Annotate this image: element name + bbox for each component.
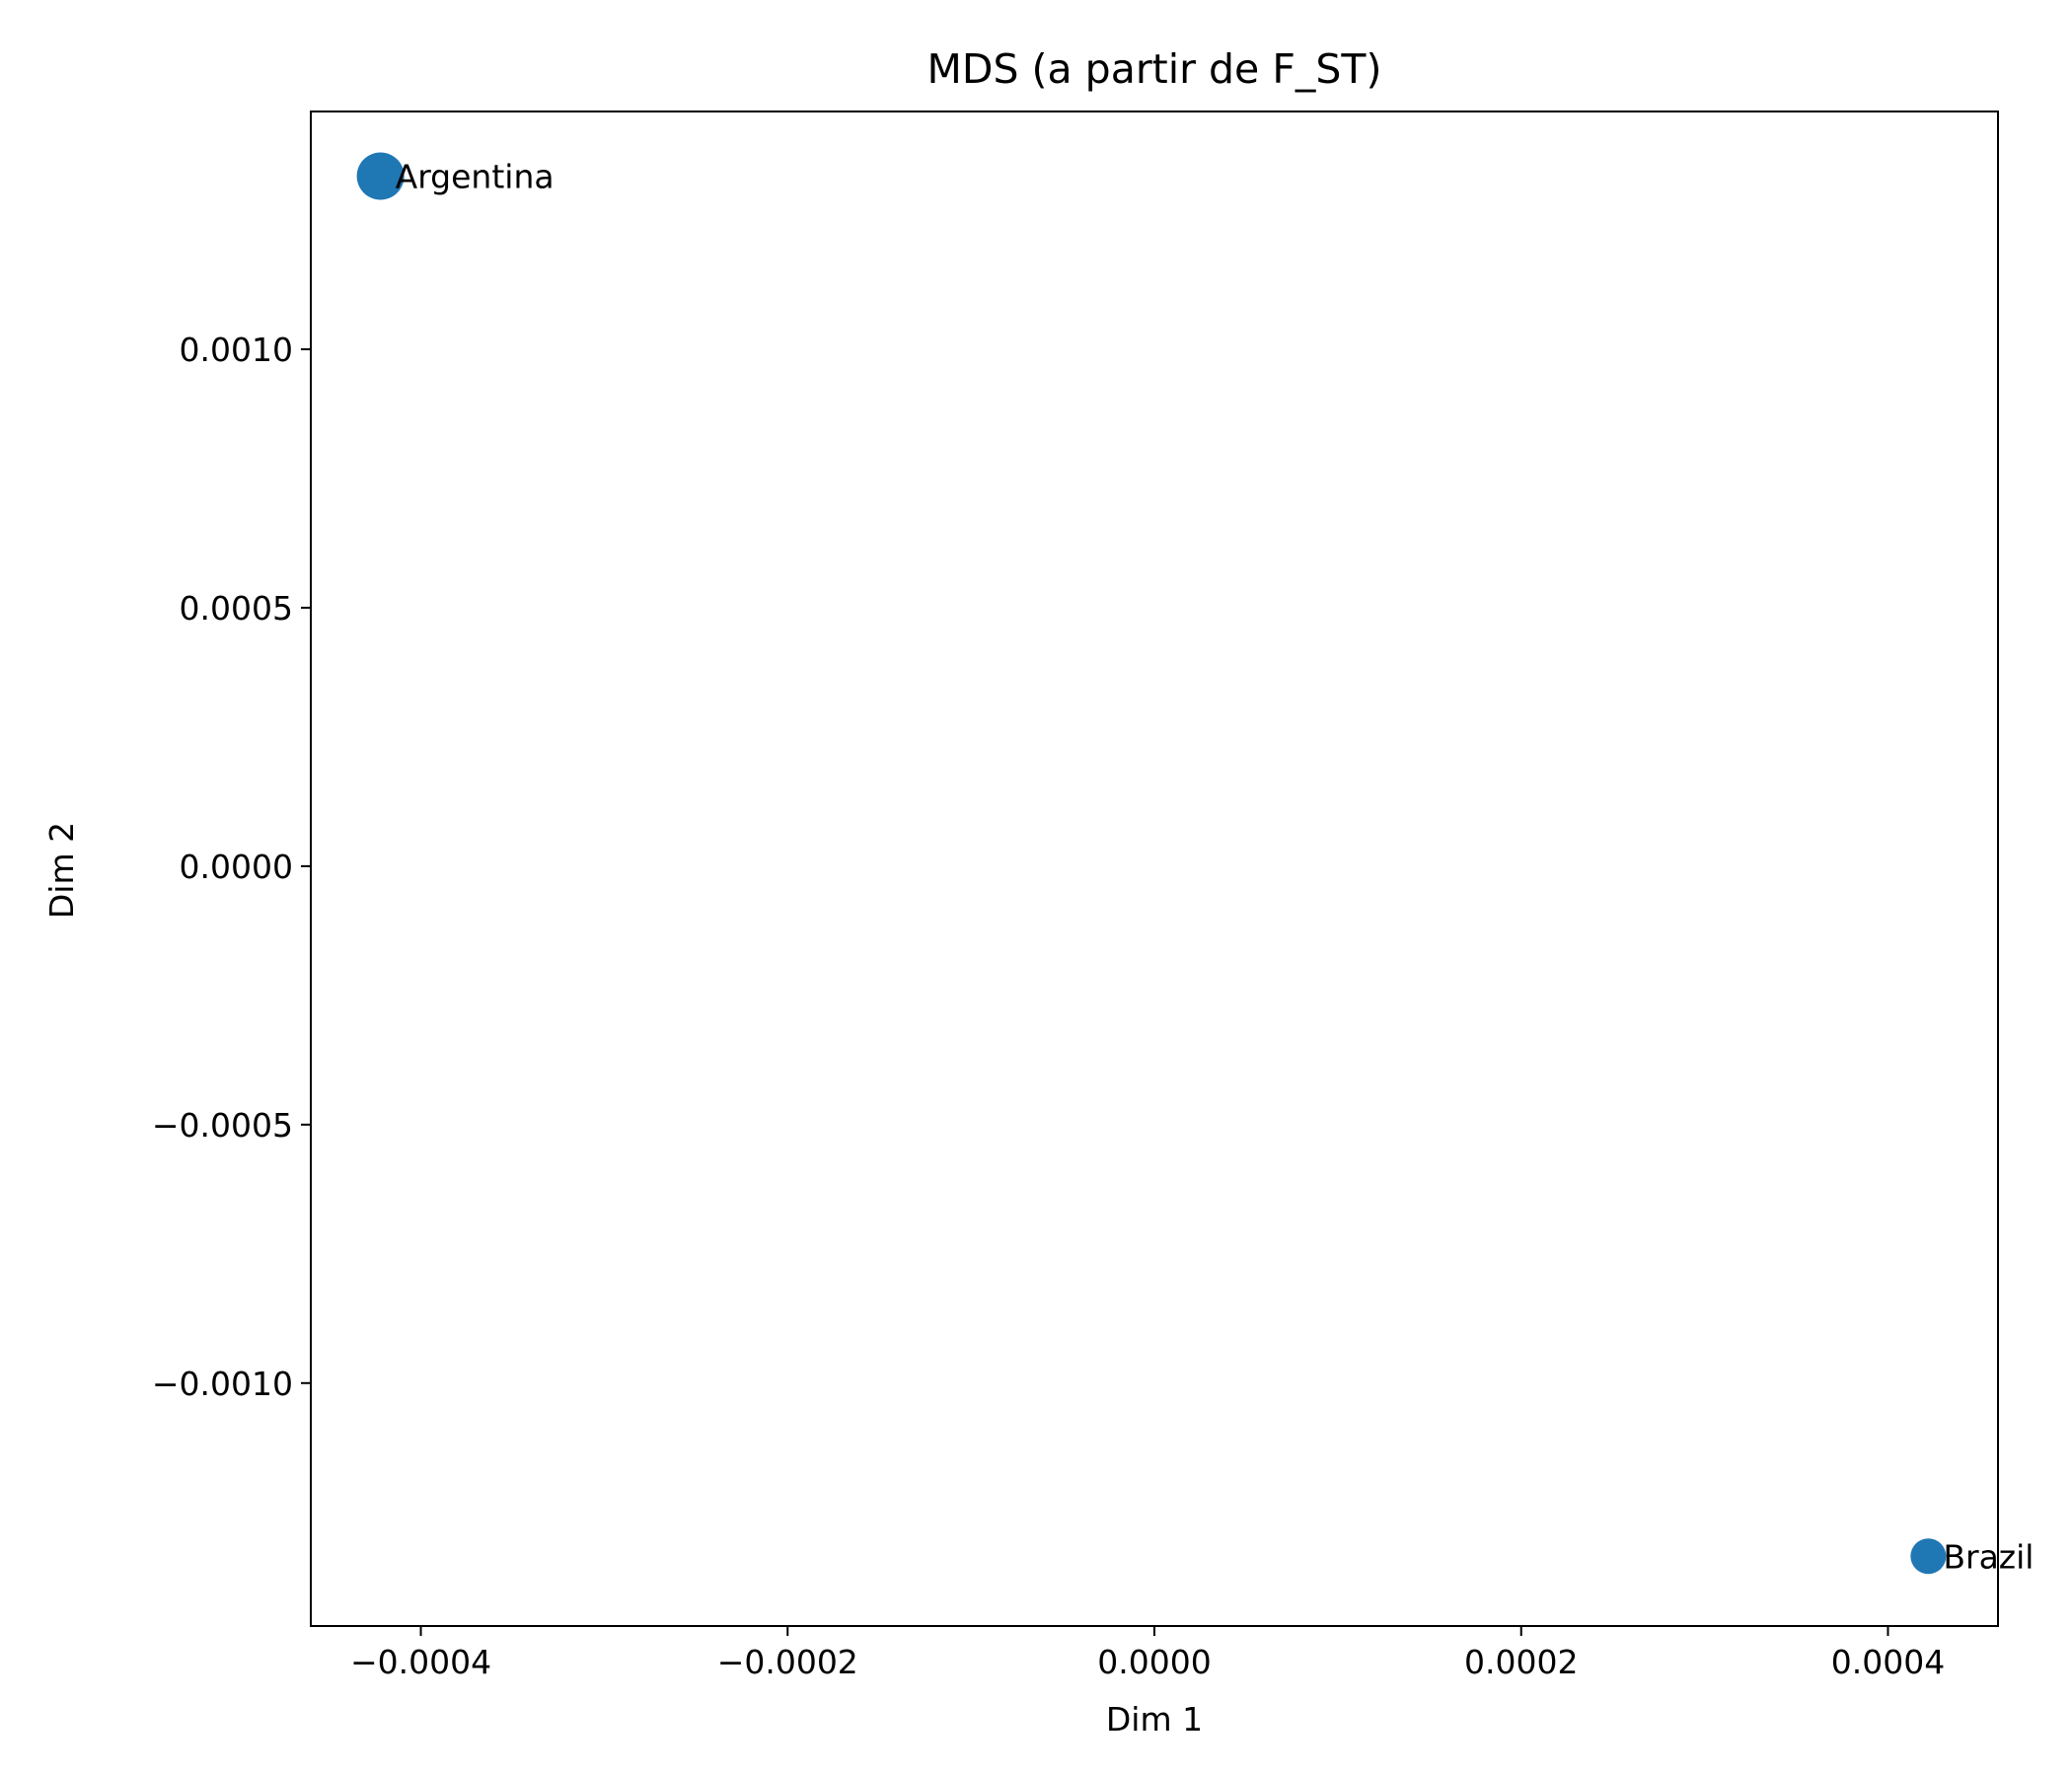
y-tick-label: 0.0005 bbox=[180, 589, 293, 628]
point-argentina bbox=[356, 152, 405, 200]
point-label-brazil: Brazil bbox=[1943, 1537, 2034, 1576]
y-tick-label: −0.0005 bbox=[152, 1106, 293, 1145]
x-tick-label: 0.0000 bbox=[1097, 1643, 1211, 1681]
y-tick-label: −0.0010 bbox=[152, 1365, 293, 1403]
x-axis-ticks: −0.0004 −0.0002 0.0000 0.0002 0.0004 bbox=[350, 1626, 1945, 1681]
x-axis-label: Dim 1 bbox=[1106, 1700, 1203, 1739]
x-tick-label: −0.0002 bbox=[717, 1643, 858, 1681]
point-label-argentina: Argentina bbox=[396, 157, 555, 195]
x-tick-label: 0.0002 bbox=[1464, 1643, 1578, 1681]
y-tick-label: 0.0010 bbox=[180, 331, 293, 369]
x-tick-label: 0.0004 bbox=[1831, 1643, 1945, 1681]
x-tick-label: −0.0004 bbox=[350, 1643, 491, 1681]
y-axis-ticks: 0.0010 0.0005 0.0000 −0.0005 −0.0010 bbox=[152, 331, 311, 1403]
point-brazil bbox=[1910, 1538, 1947, 1575]
y-axis-label: Dim 2 bbox=[42, 822, 81, 919]
chart-title: MDS (a partir de F_ST) bbox=[927, 45, 1382, 93]
data-points: Argentina Brazil bbox=[356, 152, 2034, 1576]
y-tick-label: 0.0000 bbox=[180, 848, 293, 886]
